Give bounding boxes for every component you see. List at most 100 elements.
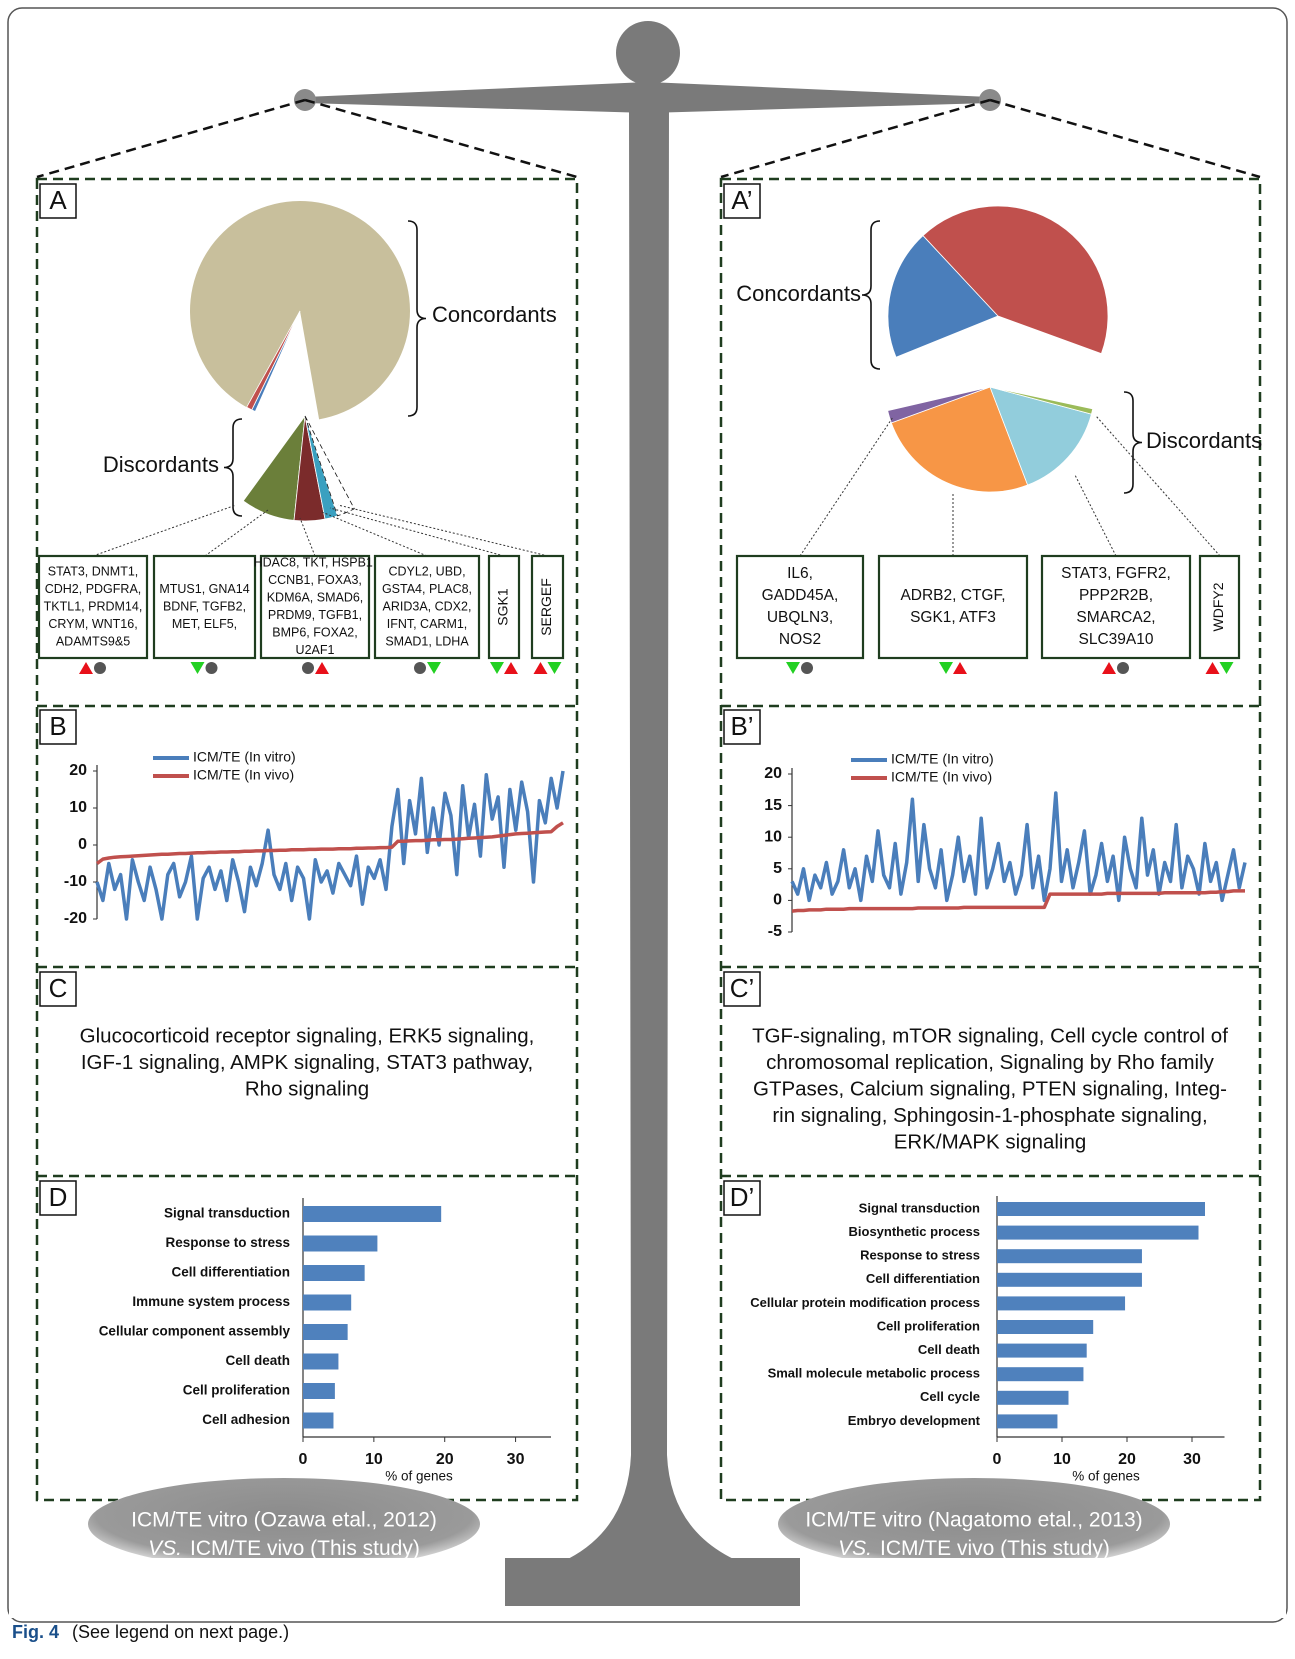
gene-list: PPP2R2B, <box>1079 587 1153 604</box>
status-dot <box>94 662 106 674</box>
y-tick-label: -5 <box>768 923 782 940</box>
bar <box>997 1344 1087 1358</box>
gene-list: IL6, <box>787 565 813 582</box>
bar <box>997 1226 1199 1240</box>
category-label: Signal transduction <box>859 1200 980 1215</box>
panel-letter: D <box>49 1182 68 1212</box>
x-tick-label: 0 <box>993 1451 1002 1468</box>
bar <box>303 1295 351 1311</box>
x-axis-label: % of genes <box>385 1469 453 1484</box>
x-tick-label: 20 <box>436 1451 454 1468</box>
status-dot <box>302 662 314 674</box>
x-axis-label: % of genes <box>1072 1469 1140 1484</box>
gene-list: HDAC8, TKT, HSPB1, <box>254 556 377 570</box>
bar <box>997 1320 1093 1334</box>
panel-letter: B <box>49 711 66 741</box>
x-tick-label: 30 <box>507 1451 525 1468</box>
legend-label: ICM/TE (In vitro) <box>193 749 296 765</box>
bar <box>303 1265 365 1281</box>
bar <box>997 1273 1142 1287</box>
gene-list: CRYM, WNT16, <box>48 617 137 631</box>
x-tick-label: 10 <box>1053 1451 1071 1468</box>
panel-letter: D’ <box>730 1182 755 1212</box>
comparison: ICM/TE vivo (This study) <box>190 1537 420 1560</box>
gene-list: ARID3A, CDX2, <box>383 599 472 613</box>
bar <box>997 1202 1205 1216</box>
bar <box>303 1354 338 1370</box>
gene-list: ADRB2, CTGF, <box>900 587 1005 604</box>
legend-label: ICM/TE (In vivo) <box>193 767 294 783</box>
x-tick-label: 10 <box>365 1451 383 1468</box>
pathway-text: TGF-signaling, mTOR signaling, Cell cycl… <box>752 1024 1228 1047</box>
y-tick-label: 15 <box>764 797 782 814</box>
bar <box>997 1367 1083 1381</box>
pole-foot <box>505 1558 800 1606</box>
pathway-text: Rho signaling <box>245 1077 369 1100</box>
panel-letter: B’ <box>730 711 753 741</box>
gene-list: SLC39A10 <box>1079 631 1154 648</box>
gene-list: SGK1, ATF3 <box>910 609 996 626</box>
pathway-text: Glucocorticoid receptor signaling, ERK5 … <box>80 1024 535 1047</box>
gene-list: GSTA4, PLAC8, <box>382 582 472 596</box>
legend-label: ICM/TE (In vivo) <box>891 769 992 785</box>
panel-letter: A <box>49 185 67 215</box>
gene-list: CDYL2, UBD, <box>388 564 465 578</box>
comparison: ICM/TE vitro (Nagatomo etal., 2013) <box>805 1509 1142 1532</box>
bar <box>303 1236 377 1252</box>
pathway-text: chromosomal replication, Signaling by Rh… <box>766 1051 1215 1074</box>
category-label: Cell adhesion <box>202 1412 290 1427</box>
caption-text: (See legend on next page.) <box>72 1622 289 1642</box>
bar <box>303 1324 348 1340</box>
gene-list: KDM6A, SMAD6, <box>267 591 364 605</box>
gene-list: WDFY2 <box>1210 582 1226 631</box>
pathway-text: rin signaling, Sphingosin-1-phosphate si… <box>772 1104 1207 1127</box>
status-dot <box>414 662 426 674</box>
scale-top <box>616 21 680 85</box>
gene-list: BDNF, TGFB2, <box>163 599 246 613</box>
category-label: Response to stress <box>165 1235 290 1250</box>
status-dot <box>1117 662 1129 674</box>
panel-letter: C <box>49 973 68 1003</box>
category-label: Cell death <box>225 1353 290 1368</box>
panel-letter: A’ <box>731 185 752 215</box>
category-label: Response to stress <box>860 1248 980 1263</box>
y-tick-label: 5 <box>773 860 782 877</box>
category-label: Cell differentiation <box>171 1265 290 1280</box>
category-label: Immune system process <box>132 1294 290 1309</box>
concordants-label: Concordants <box>432 302 557 327</box>
pathway-text: IGF-1 signaling, AMPK signaling, STAT3 p… <box>81 1051 533 1074</box>
gene-list: CDH2, PDGFRA, <box>45 582 142 596</box>
gene-list: CCNB1, FOXA3, <box>268 573 362 587</box>
legend-label: ICM/TE (In vitro) <box>891 751 994 767</box>
discordants-label: Discordants <box>1146 428 1262 453</box>
gene-list: ADAMTS9&5 <box>56 634 130 648</box>
bar <box>997 1249 1142 1263</box>
gene-list: NOS2 <box>779 631 821 648</box>
x-tick-label: 0 <box>299 1451 308 1468</box>
gene-list: BMP6, FOXA2, <box>272 626 357 640</box>
gene-list: SGK1 <box>495 588 511 626</box>
x-tick-label: 20 <box>1118 1451 1136 1468</box>
y-tick-label: -20 <box>64 910 87 927</box>
bar <box>303 1383 335 1399</box>
gene-box <box>879 556 1027 658</box>
y-tick-label: 20 <box>764 765 782 782</box>
category-label: Biosynthetic process <box>849 1224 981 1239</box>
category-label: Cell proliferation <box>877 1318 980 1333</box>
pathway-text: ERK/MAPK signaling <box>894 1130 1087 1153</box>
y-tick-label: -10 <box>64 873 87 890</box>
category-label: Small molecule metabolic process <box>768 1366 980 1381</box>
category-label: Cell differentiation <box>866 1271 980 1286</box>
category-label: Cell death <box>918 1342 980 1357</box>
versus: VS. <box>838 1537 872 1560</box>
gene-list: STAT3, DNMT1, <box>48 564 139 578</box>
comparison: ICM/TE vivo (This study) <box>880 1537 1110 1560</box>
gene-list: STAT3, FGFR2, <box>1061 565 1171 582</box>
gene-list: PRDM9, TGFB1, <box>268 608 362 622</box>
caption-label: Fig. 4 <box>12 1622 59 1642</box>
y-tick-label: 0 <box>78 836 87 853</box>
category-label: Cell cycle <box>920 1389 980 1404</box>
gene-list: UBQLN3, <box>767 609 833 626</box>
bar <box>997 1296 1125 1310</box>
comparison: ICM/TE vitro (Ozawa etal., 2012) <box>131 1509 437 1532</box>
